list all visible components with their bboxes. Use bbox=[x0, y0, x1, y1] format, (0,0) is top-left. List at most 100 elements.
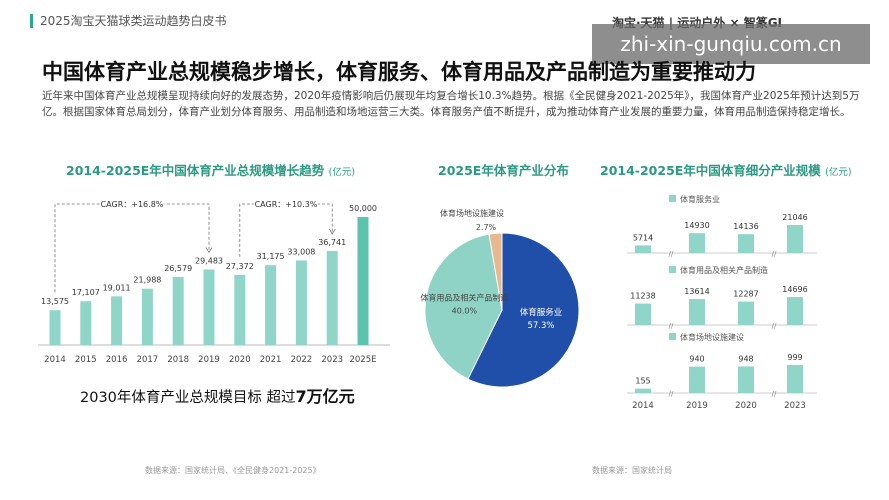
seg-bar-0-2023 bbox=[787, 225, 803, 253]
seg-tick-2014: 2014 bbox=[632, 401, 654, 411]
legend-label-2: 体育场地设施建设 bbox=[680, 332, 744, 342]
axis-break-0-0: // bbox=[669, 250, 674, 258]
legend-label-0: 体育服务业 bbox=[680, 194, 720, 204]
tick-label-2016: 2016 bbox=[106, 355, 128, 365]
cagr-2014-2019-label-bg bbox=[100, 197, 164, 211]
seg-bar-2-2020 bbox=[738, 366, 754, 393]
page-heading: 中国体育产业总规模稳步增长，体育服务、体育用品及产品制造为重要推动力 bbox=[42, 60, 756, 84]
seg-value-0-2019: 14930 bbox=[684, 221, 709, 230]
axis-break-2-0: // bbox=[669, 390, 674, 398]
seg-value-1-2023: 14696 bbox=[782, 285, 807, 294]
seg-tick-2020: 2020 bbox=[735, 401, 757, 411]
pie-slice-1 bbox=[424, 233, 503, 380]
tick-label-2019: 2019 bbox=[198, 355, 220, 365]
seg-bar-1-2019 bbox=[689, 299, 705, 325]
value-label-2019: 29,483 bbox=[195, 257, 223, 266]
legend-label-1: 体育用品及相关产品制造 bbox=[680, 265, 768, 275]
seg-bar-1-2020 bbox=[738, 301, 754, 325]
tick-label-2018: 2018 bbox=[167, 355, 189, 365]
seg-value-2-2019: 940 bbox=[689, 355, 704, 364]
bar-2022 bbox=[295, 260, 307, 345]
value-label-2025E: 50,000 bbox=[349, 204, 377, 213]
tick-label-2023: 2023 bbox=[321, 355, 343, 365]
bar-2025E bbox=[357, 217, 369, 345]
chart3-title-text: 2014-2025E年中国体育细分产业规模 bbox=[600, 163, 821, 178]
pie-slice-2 bbox=[488, 232, 503, 311]
axis-break-0-1: // bbox=[772, 250, 777, 258]
tick-label-2020: 2020 bbox=[229, 355, 251, 365]
report-title: 2025淘宝天猫球类运动趋势白皮书 bbox=[40, 14, 227, 28]
seg-bar-0-2019 bbox=[689, 233, 705, 253]
tick-label-2021: 2021 bbox=[260, 355, 282, 365]
axis-break-1-1: // bbox=[772, 322, 777, 330]
legend-swatch-2 bbox=[669, 333, 676, 340]
intro-paragraph: 近年来中国体育产业总规模呈现持续向好的发展态势，2020年疫情影响后仍展现年均复… bbox=[42, 90, 860, 118]
chart2-title: 2025E年体育产业分布 bbox=[438, 163, 569, 178]
value-label-2022: 33,008 bbox=[287, 247, 315, 256]
bar-2023 bbox=[326, 250, 338, 345]
cagr-2020-2023-arrow bbox=[328, 228, 336, 235]
bar-2015 bbox=[80, 301, 92, 345]
seg-value-0-2014: 5714 bbox=[633, 233, 653, 242]
target-value: 7万亿元 bbox=[295, 387, 355, 406]
segment-scale-chart: 体育服务业 // // 5714 14930 14136 21046 体育用品及相关产品制造 /… bbox=[627, 194, 817, 411]
value-label-2015: 17,107 bbox=[72, 288, 100, 297]
chart3-unit: (亿元) bbox=[825, 167, 852, 178]
value-label-2017: 21,988 bbox=[133, 276, 161, 285]
cagr-2014-2019-label: CAGR：+16.8% bbox=[101, 200, 164, 209]
cagr-2020-2023-bracket bbox=[239, 203, 333, 257]
legend-swatch-0 bbox=[669, 195, 676, 202]
cagr-2020-2023-label: CAGR：+10.3% bbox=[255, 200, 318, 209]
chart1-unit: (亿元) bbox=[328, 167, 356, 178]
watermark: zhi-xin-gunqiu.com.cn bbox=[592, 24, 870, 64]
pie-label-venue-pct: 2.7% bbox=[476, 223, 497, 232]
target-prefix: 2030年体育产业总规模目标 超过 bbox=[80, 390, 296, 406]
cagr-2020-2023-label-bg bbox=[254, 197, 318, 211]
bar-2017 bbox=[141, 288, 153, 345]
pie-label-service-pct: 57.3% bbox=[527, 321, 554, 331]
value-label-2016: 19,011 bbox=[103, 283, 131, 292]
pie-label-goods-pct: 40.0% bbox=[452, 307, 478, 316]
industry-distribution-pie: 体育服务业 57.3% 体育用品及相关产品制造 40.0% 体育场地设施建设 2.7% bbox=[420, 208, 580, 388]
value-label-2014: 13,575 bbox=[41, 297, 69, 306]
seg-bar-2-2014 bbox=[635, 388, 651, 393]
seg-bar-1-2023 bbox=[787, 297, 803, 325]
bar-2021 bbox=[265, 265, 277, 345]
bar-2014 bbox=[49, 310, 61, 345]
seg-value-1-2020: 12287 bbox=[733, 290, 758, 299]
seg-bar-2-2019 bbox=[689, 366, 705, 393]
seg-value-0-2020: 14136 bbox=[733, 222, 758, 231]
header-accent-bar bbox=[30, 14, 33, 28]
seg-bar-0-2020 bbox=[738, 234, 754, 253]
seg-bar-0-2014 bbox=[635, 245, 651, 253]
value-label-2023: 36,741 bbox=[318, 238, 346, 247]
seg-bar-1-2014 bbox=[635, 303, 651, 325]
pie-label-venue-name: 体育场地设施建设 bbox=[440, 208, 504, 218]
seg-tick-2023: 2023 bbox=[784, 401, 806, 411]
seg-value-2-2020: 948 bbox=[738, 354, 753, 363]
seg-value-2-2023: 999 bbox=[787, 353, 802, 362]
pie-label-service-name: 体育服务业 bbox=[520, 307, 563, 318]
value-label-2020: 27,372 bbox=[226, 262, 254, 271]
axis-break-2-1: // bbox=[772, 390, 777, 398]
bar-2020 bbox=[234, 274, 246, 345]
cagr-2014-2019-arrow bbox=[205, 247, 213, 254]
seg-value-1-2014: 11238 bbox=[630, 292, 655, 301]
bar-2019 bbox=[203, 269, 215, 345]
tick-label-2015: 2015 bbox=[75, 355, 97, 365]
seg-value-0-2023: 21046 bbox=[782, 213, 807, 222]
tick-label-2025E: 2025E bbox=[349, 355, 376, 365]
bar-2018 bbox=[172, 276, 184, 345]
source-note-right: 数据来源：国家统计局 bbox=[592, 466, 672, 475]
cagr-2014-2019-bracket bbox=[54, 203, 210, 293]
value-label-2021: 31,175 bbox=[257, 252, 285, 261]
chart1-title-text: 2014-2025E年中国体育产业总规模增长趋势 bbox=[66, 163, 325, 178]
total-scale-bar-chart: 13,575 2014 17,107 2015 19,011 2016 21,988 2017… bbox=[38, 197, 390, 365]
value-label-2018: 26,579 bbox=[164, 264, 192, 273]
source-note-left: 数据来源：国家统计局、《全民健身2021-2025》 bbox=[145, 466, 321, 475]
seg-value-2-2014: 155 bbox=[635, 377, 650, 386]
chart1-title: 2014-2025E年中国体育产业总规模增长趋势 (亿元) bbox=[66, 160, 355, 179]
tick-label-2017: 2017 bbox=[137, 355, 159, 365]
target-2030: 2030年体育产业总规模目标 超过7万亿元 bbox=[80, 383, 355, 407]
bar-2016 bbox=[111, 296, 123, 345]
